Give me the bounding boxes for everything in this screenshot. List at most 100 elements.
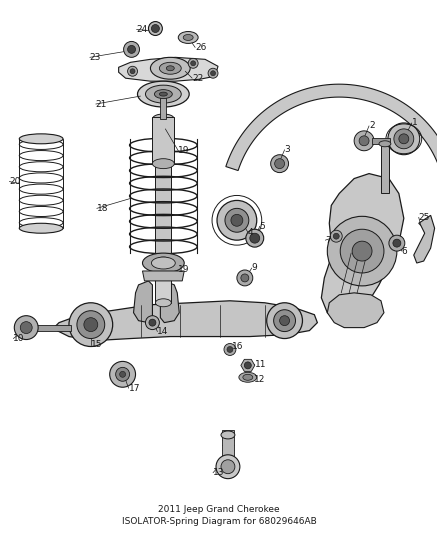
- Polygon shape: [119, 58, 218, 81]
- Ellipse shape: [155, 299, 171, 307]
- Text: 23: 23: [90, 53, 101, 62]
- Text: 10: 10: [13, 334, 25, 343]
- Circle shape: [225, 208, 249, 232]
- Circle shape: [333, 233, 339, 239]
- Text: 25: 25: [419, 213, 430, 222]
- Bar: [155, 261, 171, 303]
- Text: 15: 15: [91, 340, 102, 349]
- Text: 20: 20: [9, 177, 21, 186]
- Polygon shape: [414, 215, 434, 263]
- Circle shape: [399, 134, 409, 144]
- Text: 21: 21: [96, 100, 107, 109]
- Text: 18: 18: [97, 204, 108, 213]
- Text: 5: 5: [260, 222, 265, 231]
- Ellipse shape: [155, 257, 171, 265]
- Text: 19: 19: [178, 265, 190, 274]
- Bar: [152, 117, 174, 164]
- Ellipse shape: [159, 62, 181, 74]
- Circle shape: [221, 460, 235, 474]
- Text: 2011 Jeep Grand Cherokee: 2011 Jeep Grand Cherokee: [158, 505, 280, 514]
- Ellipse shape: [142, 253, 184, 273]
- Circle shape: [217, 200, 257, 240]
- Polygon shape: [160, 281, 179, 322]
- Text: 2: 2: [369, 122, 374, 131]
- Circle shape: [127, 45, 135, 53]
- Circle shape: [120, 372, 126, 377]
- Ellipse shape: [138, 81, 189, 107]
- Ellipse shape: [19, 223, 63, 233]
- Circle shape: [271, 155, 289, 173]
- Ellipse shape: [152, 257, 175, 269]
- Circle shape: [84, 318, 98, 332]
- Circle shape: [354, 131, 374, 151]
- Polygon shape: [142, 271, 184, 281]
- Ellipse shape: [155, 259, 171, 267]
- Circle shape: [393, 239, 401, 247]
- Ellipse shape: [152, 159, 174, 168]
- Polygon shape: [327, 293, 384, 328]
- Text: 14: 14: [157, 327, 169, 336]
- Text: 11: 11: [255, 360, 266, 369]
- Circle shape: [267, 303, 303, 338]
- Circle shape: [116, 367, 130, 381]
- Circle shape: [69, 303, 113, 346]
- Circle shape: [274, 310, 296, 332]
- Ellipse shape: [243, 374, 253, 380]
- Text: 4: 4: [248, 228, 254, 237]
- Bar: [372, 138, 390, 144]
- Circle shape: [394, 129, 414, 149]
- Circle shape: [340, 229, 384, 273]
- Ellipse shape: [19, 134, 63, 144]
- Circle shape: [14, 316, 38, 340]
- Circle shape: [327, 216, 397, 286]
- Ellipse shape: [183, 35, 193, 41]
- Text: 22: 22: [192, 74, 203, 83]
- Ellipse shape: [159, 92, 167, 96]
- Bar: [381, 144, 389, 193]
- Circle shape: [359, 136, 369, 146]
- Text: 12: 12: [254, 375, 265, 384]
- Circle shape: [237, 270, 253, 286]
- Polygon shape: [321, 174, 404, 318]
- Polygon shape: [226, 84, 438, 187]
- Circle shape: [279, 316, 290, 326]
- Text: 1: 1: [412, 118, 417, 127]
- Polygon shape: [247, 231, 263, 245]
- Circle shape: [148, 21, 162, 36]
- Circle shape: [352, 241, 372, 261]
- Circle shape: [124, 42, 140, 58]
- Circle shape: [389, 235, 405, 251]
- Circle shape: [127, 66, 138, 76]
- Ellipse shape: [166, 66, 174, 71]
- Circle shape: [191, 61, 196, 66]
- Circle shape: [208, 68, 218, 78]
- Circle shape: [330, 230, 342, 242]
- Bar: [36, 325, 71, 330]
- Circle shape: [388, 123, 420, 155]
- Text: 9: 9: [252, 263, 258, 272]
- Circle shape: [244, 362, 251, 369]
- Circle shape: [231, 214, 243, 226]
- Polygon shape: [53, 301, 318, 341]
- Polygon shape: [241, 359, 255, 372]
- Circle shape: [275, 159, 285, 168]
- Circle shape: [241, 274, 249, 282]
- Circle shape: [224, 343, 236, 356]
- Polygon shape: [150, 22, 161, 35]
- Circle shape: [149, 319, 156, 326]
- Polygon shape: [134, 281, 152, 322]
- Circle shape: [250, 233, 260, 243]
- Circle shape: [246, 229, 264, 247]
- Text: 16: 16: [232, 342, 244, 351]
- Ellipse shape: [379, 141, 391, 147]
- Text: 17: 17: [129, 384, 140, 393]
- Bar: [155, 134, 171, 263]
- Ellipse shape: [145, 85, 181, 103]
- Bar: [160, 94, 166, 119]
- Ellipse shape: [239, 373, 257, 382]
- Circle shape: [211, 71, 215, 76]
- Text: 3: 3: [285, 146, 290, 154]
- Circle shape: [110, 361, 135, 387]
- Text: 24: 24: [137, 25, 148, 34]
- Circle shape: [216, 455, 240, 479]
